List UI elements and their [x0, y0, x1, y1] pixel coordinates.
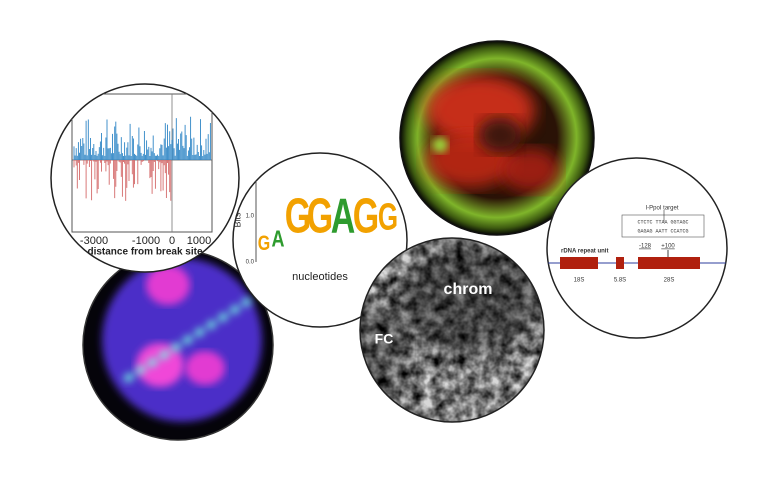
logo-letter: A: [331, 188, 356, 243]
circle-frame: [232, 152, 408, 328]
break-plot: -3000 -1000 0 1000 distance from break s…: [71, 93, 213, 258]
electron-micrograph: chrom FC: [360, 238, 544, 422]
position-label: +100: [661, 244, 675, 250]
region-label: chrom: [444, 281, 493, 298]
x-axis-label: distance from break site: [87, 247, 202, 258]
logo-letter: G: [285, 188, 311, 243]
logo-letter: A: [271, 227, 284, 253]
unit-label: rDNA repeat unit: [561, 249, 608, 255]
sequence-logo: 0.0 1.0 2.0 Bits G A G G A G G nucleotid…: [232, 168, 398, 283]
gene-label: 18S: [574, 278, 585, 284]
circle-frame: [359, 237, 545, 423]
x-axis-label: nucleotides: [292, 271, 348, 283]
sequence-text: CTCTC TTAA GGTAGC: [637, 219, 688, 225]
x-tick-label: 0: [169, 235, 175, 247]
fluorescence-cell: [400, 41, 594, 235]
logo-letter: G: [378, 196, 398, 238]
gene-label: 5.8S: [614, 278, 626, 284]
logo-letter: G: [307, 188, 333, 243]
fluorescence-nucleus: [83, 250, 273, 440]
y-axis-label: Bits: [232, 212, 242, 228]
y-tick-label: 2.0: [246, 168, 255, 174]
x-tick-label: -3000: [80, 235, 108, 247]
rdna-diagram: I-PpoI target CTCTC TTAA GGTAGC GAGAG AA…: [548, 206, 727, 284]
x-tick-label: 1000: [187, 235, 211, 247]
logo-letter: G: [258, 231, 270, 255]
target-title: I-PpoI target: [645, 206, 678, 212]
y-tick-label: 0.0: [246, 260, 255, 266]
circle-frame: [546, 157, 728, 339]
gene-label: 28S: [664, 278, 675, 284]
logo-letter: G: [353, 188, 379, 243]
y-tick-label: 1.0: [246, 214, 255, 220]
sequence-text: GAGAG AATT CCATCG: [637, 228, 688, 234]
region-label: FC: [375, 331, 394, 347]
position-label: -128: [639, 244, 652, 250]
circle-frame: [399, 40, 595, 236]
x-tick-label: -1000: [132, 235, 160, 247]
circle-frame: [50, 83, 240, 273]
